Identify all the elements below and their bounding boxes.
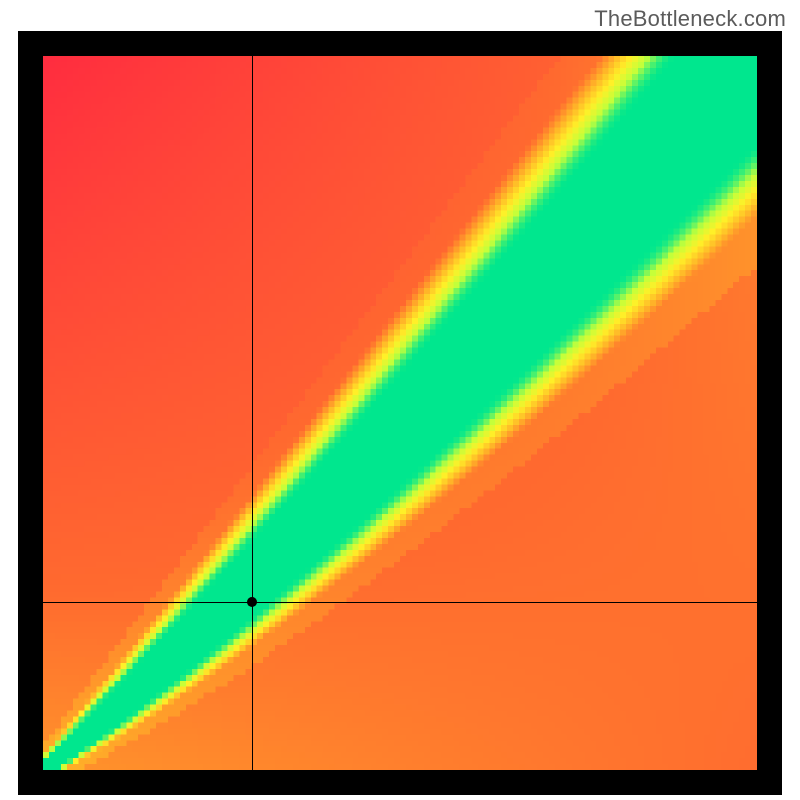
crosshair-vertical — [252, 56, 253, 770]
bottleneck-heatmap — [43, 56, 757, 770]
watermark-text: TheBottleneck.com — [594, 6, 786, 32]
crosshair-horizontal — [43, 602, 757, 603]
crosshair-dot — [246, 596, 258, 608]
root-container: TheBottleneck.com — [0, 0, 800, 800]
